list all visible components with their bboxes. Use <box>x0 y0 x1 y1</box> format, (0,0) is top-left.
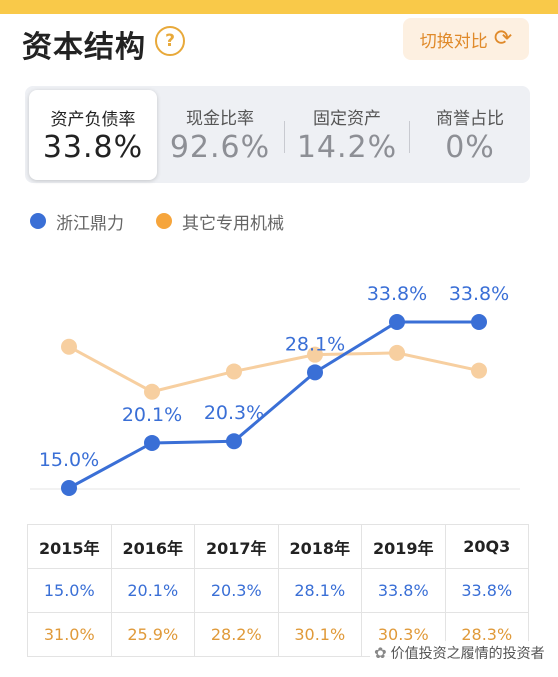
metric-label: 资产负债率 <box>50 110 136 130</box>
table-header-cell: 2016年 <box>110 524 195 569</box>
top-accent-bar <box>0 0 558 14</box>
data-point-company[interactable] <box>307 364 323 381</box>
table-header-cell: 2018年 <box>277 524 362 569</box>
help-icon[interactable]: ? <box>155 26 185 56</box>
table-cell: 25.9% <box>110 612 195 657</box>
legend-swatch <box>30 213 46 229</box>
switch-compare-label: 切换对比 <box>419 31 488 52</box>
table-header-row: 2015年 2016年 2017年 2018年 2019年 20Q3 <box>27 524 529 569</box>
data-point-industry[interactable] <box>389 344 405 361</box>
data-table: 2015年 2016年 2017年 2018年 2019年 20Q3 15.0%… <box>27 524 529 657</box>
data-point-company[interactable] <box>61 480 77 496</box>
table-cell: 30.1% <box>277 612 362 657</box>
watermark-text: 价值投资之履情的投资者 <box>390 646 545 662</box>
table-header-cell: 2019年 <box>361 524 446 569</box>
legend-swatch <box>156 213 172 229</box>
data-label-company: 33.8% <box>367 283 427 305</box>
legend-item-industry: 其它专用机械 <box>156 208 284 234</box>
data-label-company: 15.0% <box>39 449 99 471</box>
tab-debt-ratio[interactable]: 资产负债率 33.8% <box>29 90 157 180</box>
wechat-icon: ✿ <box>374 644 387 662</box>
switch-compare-button[interactable]: 切换对比 ⟳ <box>403 18 529 60</box>
metric-label: 现金比率 <box>186 109 254 129</box>
table-cell: 20.3% <box>194 568 279 613</box>
data-point-industry[interactable] <box>144 383 160 400</box>
data-point-industry[interactable] <box>226 363 242 380</box>
tab-fixed-assets[interactable]: 固定资产 14.2% <box>287 86 407 183</box>
series-line-industry <box>68 345 480 394</box>
tab-goodwill[interactable]: 商誉占比 0% <box>411 86 529 183</box>
section-title: 资本结构 <box>22 30 146 65</box>
table-header-cell: 2015年 <box>27 524 112 569</box>
divider <box>409 121 410 153</box>
watermark: ✿ 价值投资之履情的投资者 <box>370 641 549 665</box>
data-point-industry[interactable] <box>61 338 77 355</box>
data-label-company: 28.1% <box>285 333 345 355</box>
data-label-company: 20.3% <box>204 402 264 424</box>
data-point-industry[interactable] <box>307 346 323 363</box>
data-point-company[interactable] <box>226 433 242 450</box>
table-cell: 28.2% <box>194 612 279 657</box>
table-cell: 31.0% <box>27 612 112 657</box>
data-point-company[interactable] <box>471 314 487 330</box>
table-header-cell: 2017年 <box>194 524 279 569</box>
divider <box>284 121 285 153</box>
data-label-company: 33.8% <box>449 283 509 305</box>
metric-value: 0% <box>445 130 495 165</box>
table-cell: 33.8% <box>444 568 529 613</box>
data-label-company: 20.1% <box>122 404 182 426</box>
tab-cash-ratio[interactable]: 现金比率 92.6% <box>160 86 280 183</box>
refresh-icon: ⟳ <box>493 26 513 51</box>
metric-value: 33.8% <box>42 130 144 165</box>
metric-value: 92.6% <box>169 130 271 165</box>
legend-label: 浙江鼎力 <box>56 213 124 234</box>
legend-item-company: 浙江鼎力 <box>30 208 124 234</box>
series-line-company <box>68 320 479 490</box>
table-row-company: 15.0% 20.1% 20.3% 28.1% 33.8% 33.8% <box>27 568 529 613</box>
data-point-company[interactable] <box>389 314 405 330</box>
metric-tabs: 资产负债率 33.8% 现金比率 92.6% 固定资产 14.2% 商誉占比 0… <box>25 86 530 183</box>
data-point-company[interactable] <box>144 434 160 451</box>
table-cell: 33.8% <box>361 568 446 613</box>
metric-value: 14.2% <box>296 130 398 165</box>
metric-label: 商誉占比 <box>436 109 504 129</box>
section-header: 资本结构 ? 切换对比 ⟳ <box>0 14 558 74</box>
table-cell: 15.0% <box>27 568 112 613</box>
line-chart: 15.0% 20.1% 20.3% 28.1% 33.8% 33.8% <box>30 283 520 496</box>
table-header-cell: 20Q3 <box>444 524 529 569</box>
metric-label: 固定资产 <box>313 109 381 129</box>
table-cell: 28.1% <box>277 568 362 613</box>
legend-label: 其它专用机械 <box>182 213 284 234</box>
data-point-industry[interactable] <box>471 362 487 379</box>
table-cell: 20.1% <box>110 568 195 613</box>
